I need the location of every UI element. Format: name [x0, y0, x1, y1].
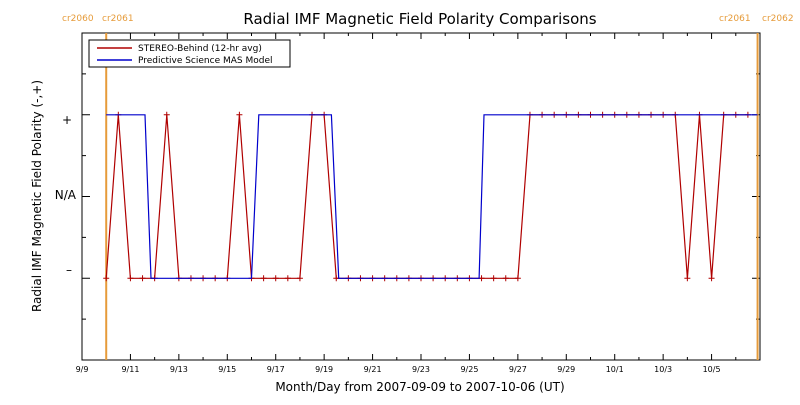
x-tick-label: 9/13	[170, 365, 188, 374]
series-layer	[103, 111, 758, 282]
x-tick-label: 9/17	[267, 365, 285, 374]
series-line-0	[105, 114, 748, 279]
legend-label-mas: Predictive Science MAS Model	[138, 56, 273, 66]
x-tick-label: 10/3	[654, 365, 672, 374]
y-axis-label: Radial IMF Magnetic Field Polarity (-,+)	[30, 80, 44, 312]
data-point-marker	[103, 275, 110, 282]
data-point-marker	[272, 275, 279, 282]
x-tick-label: 9/11	[121, 365, 139, 374]
x-tick-label: 10/5	[703, 365, 721, 374]
x-tick-label: 9/21	[364, 365, 382, 374]
chart-title: Radial IMF Magnetic Field Polarity Compa…	[243, 10, 596, 28]
legend-label-stereo: STEREO-Behind (12-hr avg)	[138, 44, 262, 54]
data-point-marker	[127, 275, 134, 282]
x-tick-label: 9/15	[218, 365, 236, 374]
x-tick-label: 10/1	[606, 365, 624, 374]
data-point-marker	[502, 275, 509, 282]
x-tick-label: 9/19	[315, 365, 333, 374]
carrington-rotation-lines	[105, 33, 759, 360]
data-point-marker	[514, 275, 521, 282]
data-point-marker	[260, 275, 267, 282]
data-point-marker	[163, 111, 170, 118]
legend-box	[88, 39, 291, 68]
y-tick-label-minus: –	[66, 263, 72, 277]
legend: STEREO-Behind (12-hr avg) Predictive Sci…	[88, 39, 291, 68]
data-point-marker	[284, 275, 291, 282]
series-line-1	[106, 114, 758, 279]
x-axis-label: Month/Day from 2007-09-09 to 2007-10-06 …	[275, 380, 564, 394]
axis-ticks	[81, 32, 761, 361]
plot-frame	[81, 32, 761, 361]
x-tick-label: 9/25	[460, 365, 478, 374]
data-point-marker	[684, 275, 691, 282]
data-point-marker	[490, 275, 497, 282]
cr-right-label-2: cr2062	[762, 14, 794, 24]
data-point-marker	[236, 111, 243, 118]
x-tick-label: 9/29	[557, 365, 575, 374]
y-tick-label-na: N/A	[55, 188, 77, 202]
x-tick-label: 9/9	[76, 365, 89, 374]
x-tick-label: 9/23	[412, 365, 430, 374]
cr-left-label-2: cr2061	[719, 14, 751, 24]
data-point-marker	[139, 275, 146, 282]
data-point-marker	[708, 275, 715, 282]
cr-left-label-1: cr2060	[62, 14, 94, 24]
y-tick-label-plus: +	[62, 113, 72, 127]
x-tick-label: 9/27	[509, 365, 527, 374]
x-tick-labels: 9/9 9/11 9/13 9/15 9/17 9/19 9/21 9/23 9/25 9/27 9…	[76, 365, 721, 374]
cr-right-label-1: cr2061	[102, 14, 134, 24]
data-point-marker	[296, 275, 303, 282]
